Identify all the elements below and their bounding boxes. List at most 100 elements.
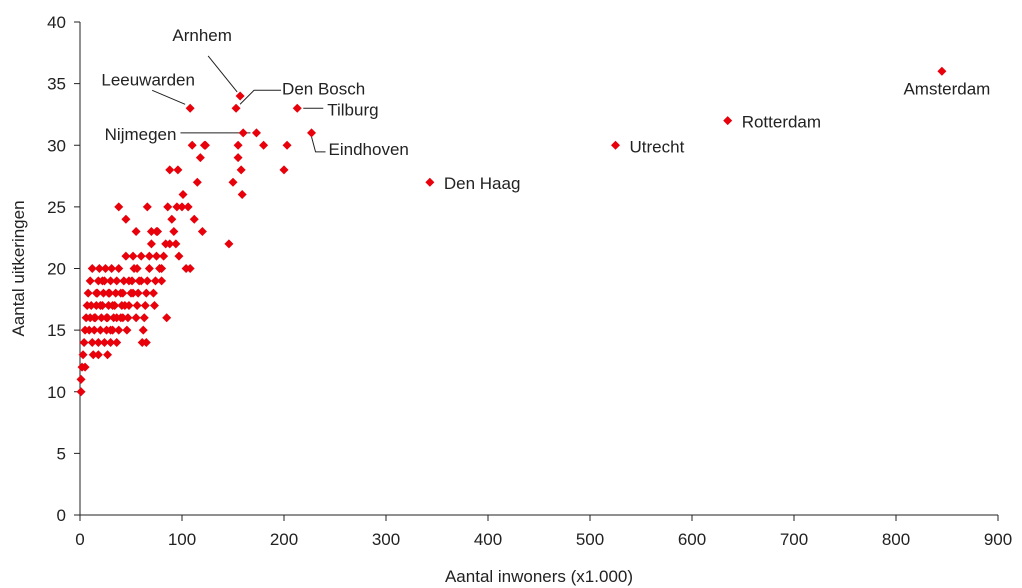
city-label-leeuwarden: Leeuwarden: [101, 70, 195, 89]
data-point: [114, 325, 124, 335]
leader-line: [207, 55, 238, 93]
data-point: [78, 350, 88, 360]
data-point: [95, 300, 105, 310]
data-point: [162, 313, 172, 323]
x-tick-label: 800: [882, 530, 910, 549]
data-point: [195, 153, 205, 163]
data-point: [87, 264, 97, 273]
data-point: [228, 177, 238, 187]
data-point: [121, 214, 131, 224]
data-point: [139, 313, 149, 323]
data-point: [86, 300, 96, 310]
data-point: [236, 165, 246, 175]
axes: 0 100 200 300 400 500 600 700 800 900 0 5 10 15 20 25 3…: [47, 13, 1012, 549]
data-point: [178, 190, 188, 200]
data-point: [85, 276, 95, 286]
data-point: [120, 300, 130, 310]
data-point-tilburg: [292, 103, 302, 113]
data-point-rotterdam: [723, 116, 733, 126]
x-tick-label: 700: [780, 530, 808, 549]
data-point: [185, 264, 195, 273]
data-point: [106, 337, 116, 347]
data-point: [116, 288, 126, 298]
city-label-rotterdam: Rotterdam: [742, 113, 821, 132]
data-point: [112, 313, 122, 323]
data-point-eindhoven: [307, 128, 317, 138]
data-point: [152, 251, 161, 261]
data-point: [141, 288, 151, 298]
data-point-den-haag: [425, 177, 435, 187]
data-point: [99, 337, 109, 347]
data-point: [132, 264, 142, 273]
data-point: [187, 140, 197, 150]
data-point: [165, 239, 175, 249]
leader-line: [239, 89, 282, 105]
data-point: [282, 140, 292, 150]
data-point: [136, 276, 146, 286]
data-point: [150, 276, 160, 286]
x-tick-label: 0: [75, 530, 84, 549]
data-point: [200, 140, 210, 150]
data-point: [189, 214, 199, 224]
data-point: [163, 202, 173, 212]
city-label-utrecht: Utrecht: [630, 137, 685, 156]
data-point: [89, 313, 99, 323]
x-tick-label: 400: [474, 530, 502, 549]
data-point: [133, 288, 143, 298]
data-point: [171, 239, 181, 249]
data-point: [112, 276, 122, 286]
data-point: [103, 350, 113, 360]
y-tick-label: 40: [47, 13, 66, 32]
data-point: [84, 325, 94, 335]
data-points: [76, 66, 947, 397]
data-point: [80, 362, 90, 372]
data-point: [237, 190, 247, 200]
y-tick-label: 5: [57, 444, 66, 463]
data-point: [97, 276, 107, 286]
city-label-den-haag: Den Haag: [444, 174, 521, 193]
y-ticks: 0 5 10 15 20 25 30 35 40: [47, 13, 80, 525]
y-tick-label: 20: [47, 260, 66, 279]
x-tick-label: 300: [372, 530, 400, 549]
data-point: [131, 227, 141, 237]
data-point: [148, 288, 158, 298]
x-tick-label: 100: [168, 530, 196, 549]
data-point: [183, 202, 193, 212]
y-axis-title: Aantal uitkeringen: [9, 200, 28, 336]
data-point: [106, 276, 116, 286]
city-label-den-bosch: Den Bosch: [282, 79, 365, 98]
data-point: [83, 288, 93, 298]
x-tick-label: 500: [576, 530, 604, 549]
data-point: [157, 264, 167, 273]
city-label-amsterdam: Amsterdam: [903, 79, 990, 98]
data-point: [111, 288, 121, 298]
data-point: [96, 313, 106, 323]
x-axis-title: Aantal inwoners (x1.000): [445, 567, 633, 586]
data-point: [167, 214, 177, 224]
y-tick-label: 15: [47, 321, 66, 340]
data-point: [114, 202, 124, 212]
data-point: [114, 264, 124, 273]
data-point: [224, 239, 234, 249]
data-point: [177, 202, 187, 212]
data-point: [87, 337, 97, 347]
data-point: [197, 227, 207, 237]
data-point: [94, 264, 104, 273]
data-point: [159, 251, 169, 261]
leader-line: [151, 89, 186, 105]
data-point-den-bosch: [231, 103, 241, 113]
data-point: [79, 337, 89, 347]
data-point: [121, 251, 131, 261]
y-tick-label: 35: [47, 75, 66, 94]
leader-line: [311, 136, 326, 153]
data-point: [101, 264, 110, 273]
data-point: [128, 251, 138, 261]
data-point: [174, 251, 184, 261]
data-point: [259, 140, 269, 150]
data-point: [152, 227, 161, 237]
data-point-utrecht: [611, 140, 620, 150]
data-point: [279, 165, 289, 175]
data-point: [169, 227, 179, 237]
data-point: [138, 325, 148, 335]
